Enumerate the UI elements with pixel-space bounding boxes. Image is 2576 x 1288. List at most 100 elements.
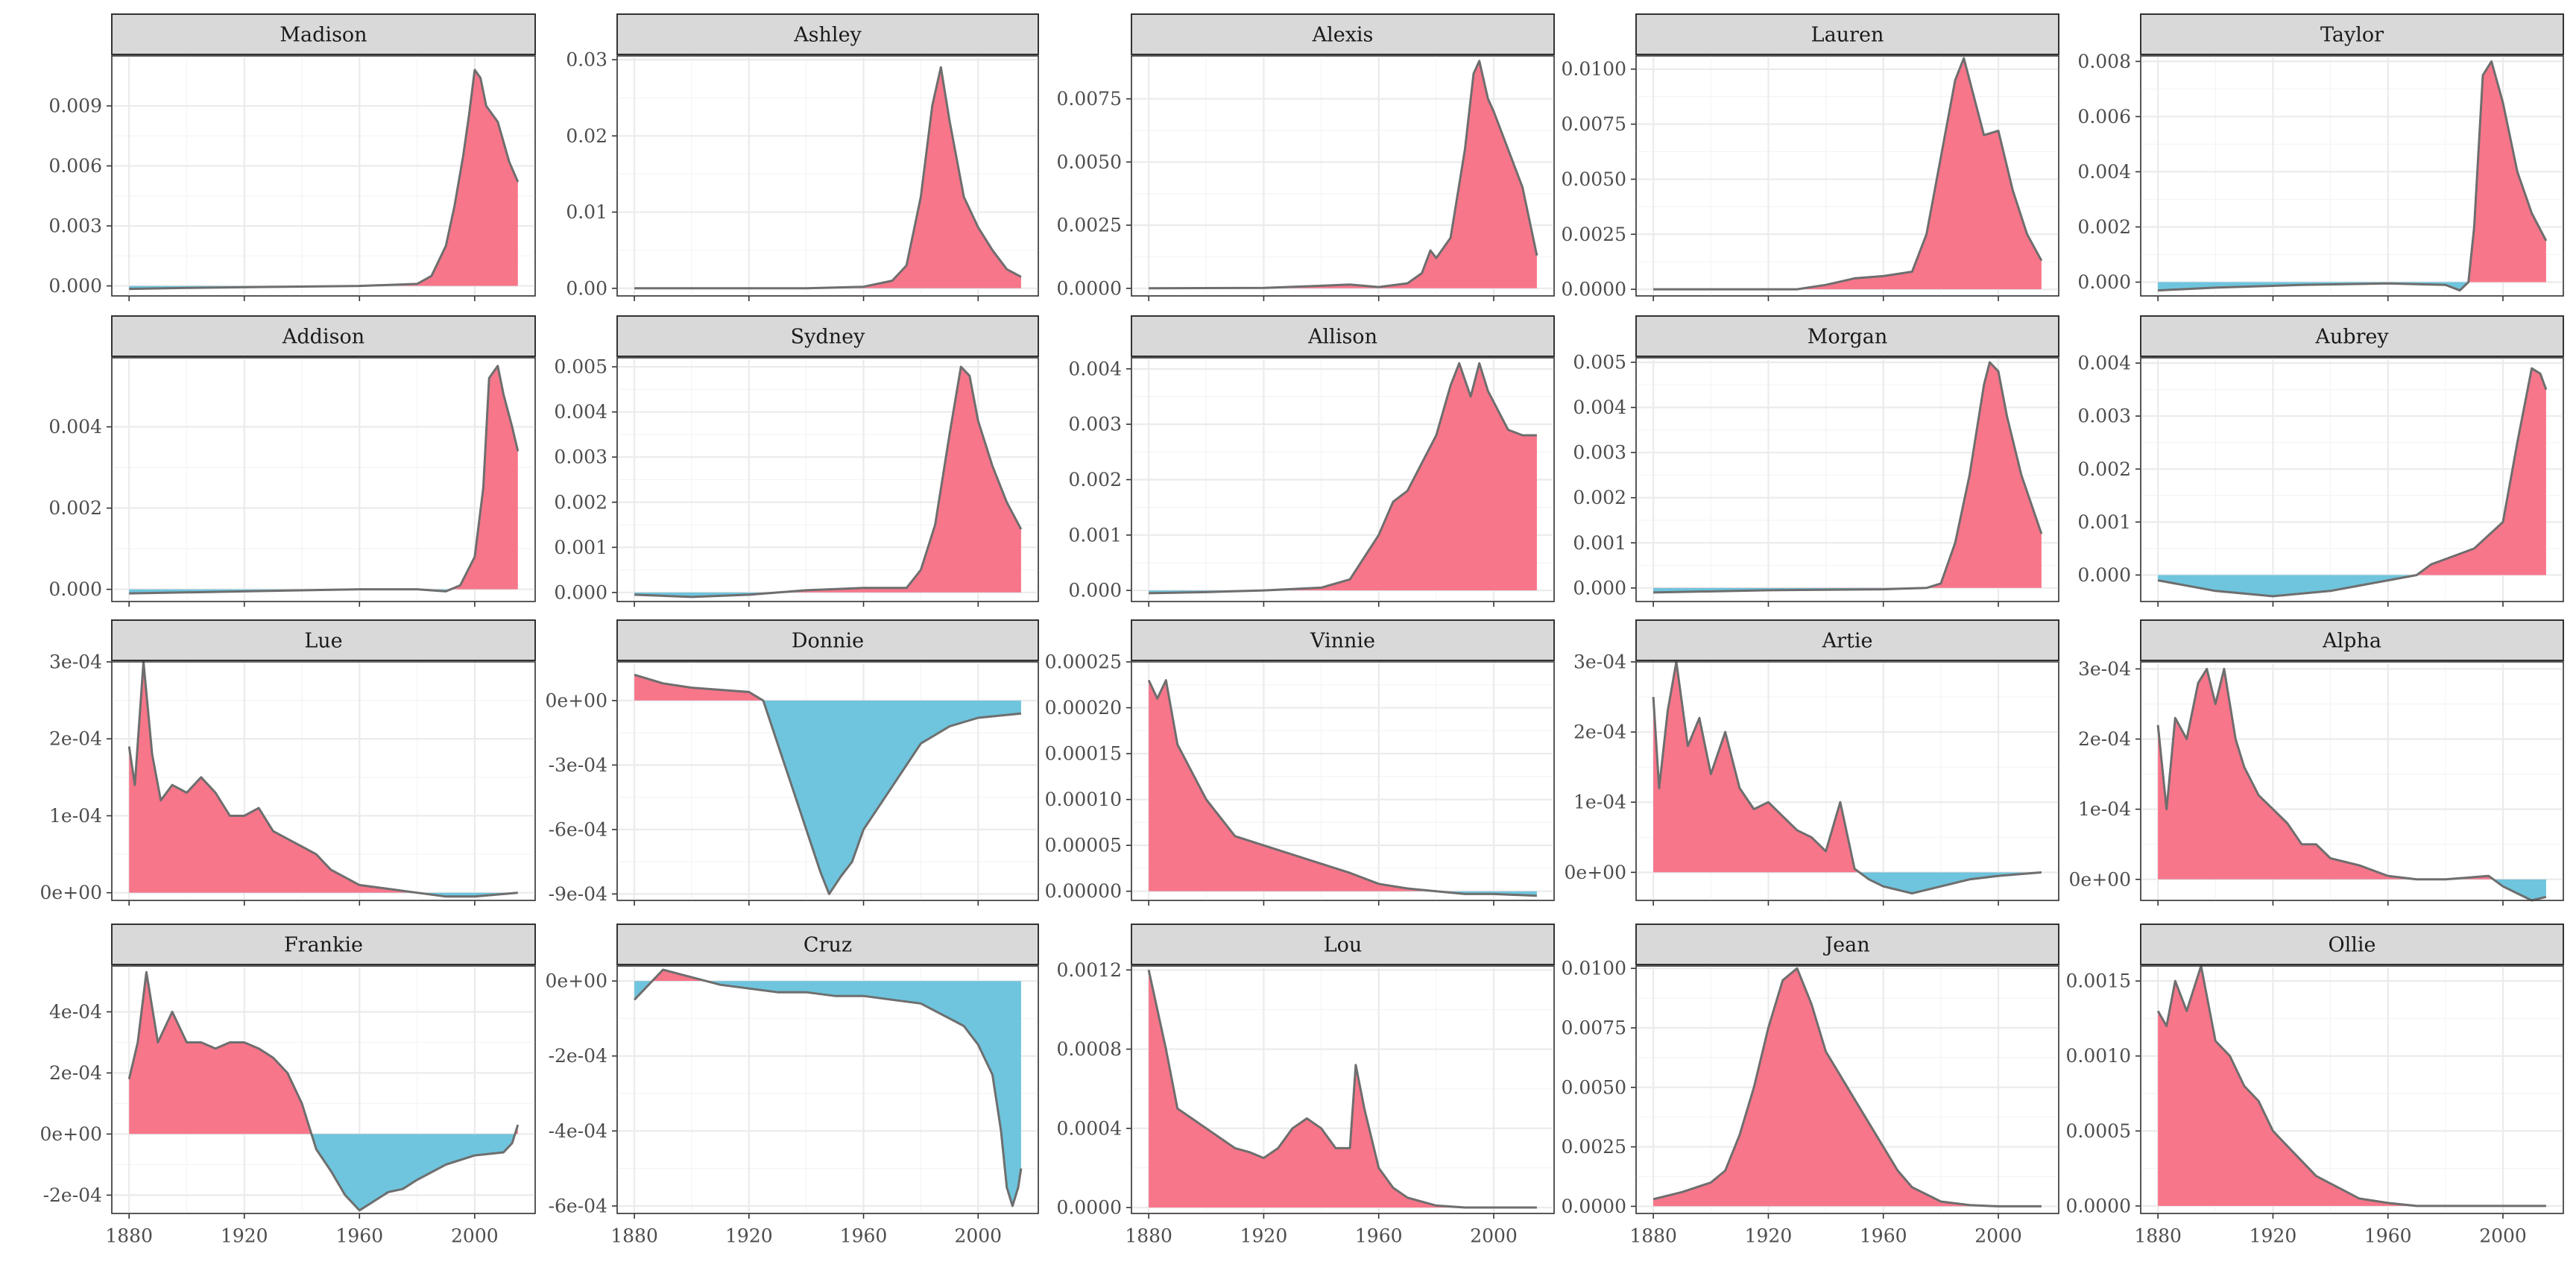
- facet-label: Madison: [280, 24, 367, 47]
- y-tick-label: 0.003: [2077, 405, 2131, 427]
- panel-lue: 0e+00 1e-04 2e-04 3e-04 Lue: [40, 619, 536, 906]
- y-tick-label: 0.0000: [1057, 277, 1122, 299]
- y-tick-label: 0.003: [554, 446, 607, 468]
- area-positive: [634, 675, 763, 701]
- y-tick-label: 2e-04: [49, 1062, 102, 1084]
- y-tick-label: 0.00020: [1045, 697, 1122, 719]
- y-tick-label: 3e-04: [49, 651, 102, 673]
- facet-label: Lou: [1324, 934, 1363, 957]
- facet-label: Cruz: [804, 934, 852, 957]
- y-tick-label: 0.001: [1068, 524, 1122, 546]
- y-tick-label: -2e-04: [43, 1184, 102, 1206]
- facet-strip: [111, 315, 536, 357]
- y-tick-label: 0.002: [554, 491, 607, 513]
- y-tick-label: 0.00005: [1045, 835, 1122, 856]
- panel-alpha: 0e+00 1e-04 2e-04 3e-04 Alpha: [2069, 619, 2564, 906]
- y-tick-label: 0.0050: [1562, 168, 1626, 190]
- y-tick-label: 0.009: [48, 95, 102, 117]
- facet-label: Sydney: [791, 326, 865, 349]
- y-tick-label: 0.0025: [1057, 215, 1122, 236]
- area-positive: [359, 69, 518, 286]
- x-tick-label: 1920: [725, 1225, 773, 1247]
- facet-label: Allison: [1307, 326, 1377, 349]
- y-tick-label: -9e-04: [549, 883, 607, 905]
- y-tick-label: 0.0012: [1057, 959, 1122, 981]
- y-tick-label: -2e-04: [549, 1045, 607, 1067]
- y-tick-label: 0.0100: [1562, 58, 1626, 80]
- series-line: [1652, 967, 2042, 1208]
- panel-allison: 0.000 0.001 0.002 0.003 0.004 Allison: [1068, 315, 1555, 607]
- panel-lou: 0.0000 0.0004 0.0008 0.0012 1880 1920 1960 2000…: [1057, 924, 1555, 1247]
- y-tick-label: 0.0015: [2066, 970, 2131, 992]
- x-tick-label: 1880: [105, 1225, 153, 1247]
- panel-border: [1131, 661, 1555, 901]
- panel-background: [111, 357, 536, 602]
- x-tick-label: 2000: [1974, 1225, 2022, 1247]
- y-tick-label: 0.005: [554, 356, 607, 378]
- panel-ashley: 0.00 0.01 0.02 0.03 Ashley: [566, 13, 1039, 301]
- y-tick-label: 0e+00: [1565, 862, 1626, 883]
- panel-border: [1635, 55, 2059, 297]
- facet-strip: [616, 619, 1039, 661]
- facet-strip: [2140, 13, 2564, 55]
- panel-jean: 0.0000 0.0025 0.0050 0.0075 0.0100 1880 1920 19…: [1562, 924, 2059, 1247]
- facet-strip: [616, 924, 1039, 965]
- panel-sydney: 0.000 0.001 0.002 0.003 0.004 0.005 Sydney: [554, 315, 1039, 607]
- area-negative: [129, 589, 451, 594]
- area-negative: [1149, 891, 1537, 896]
- area-positive: [1653, 58, 2042, 290]
- y-tick-label: 0.00: [566, 277, 607, 299]
- panel-taylor: 0.000 0.002 0.004 0.006 0.008 Taylor: [2077, 13, 2564, 301]
- x-tick-label: 1880: [1629, 1225, 1677, 1247]
- y-tick-label: 2e-04: [49, 728, 102, 750]
- series-line: [2156, 965, 2546, 1208]
- y-tick-label: 0.002: [1068, 469, 1122, 490]
- y-tick-label: 0.0000: [2066, 1195, 2131, 1216]
- y-tick-label: 0.002: [48, 497, 102, 519]
- area-negative: [311, 1134, 515, 1210]
- y-tick-label: 1e-04: [49, 805, 102, 827]
- y-tick-label: 4e-04: [49, 1001, 102, 1023]
- x-tick-label: 1880: [2134, 1225, 2182, 1247]
- y-tick-label: 1e-04: [2078, 798, 2131, 820]
- y-tick-label: 0.004: [48, 416, 102, 438]
- facet-strip: [616, 315, 1039, 357]
- y-tick-label: 0.0075: [1057, 88, 1122, 110]
- panel-border: [2140, 55, 2564, 297]
- panel-ollie: 0.0000 0.0005 0.0010 0.0015 1880 1920 1960 2000…: [2066, 924, 2564, 1247]
- panel-border: [1635, 965, 2059, 1214]
- y-tick-label: 0.000: [1573, 577, 1626, 599]
- area-positive: [129, 662, 417, 893]
- y-tick-label: 0.006: [48, 155, 102, 177]
- facet-label: Alpha: [2322, 630, 2381, 653]
- y-tick-label: 0.004: [2077, 353, 2131, 374]
- y-tick-label: 0.0010: [2066, 1045, 2131, 1067]
- y-tick-label: 0.002: [2077, 216, 2131, 238]
- area-positive: [1149, 60, 1537, 288]
- panel-morgan: 0.000 0.001 0.002 0.003 0.004 0.005 Morgan: [1573, 315, 2059, 607]
- facet-label: Lue: [304, 630, 342, 653]
- y-tick-label: 0.0050: [1057, 151, 1122, 173]
- facet-label: Ashley: [793, 24, 862, 47]
- facet-label: Vinnie: [1310, 630, 1375, 653]
- panel-artie: 0e+00 1e-04 2e-04 3e-04 Artie: [1565, 619, 2059, 906]
- series-line: [129, 69, 520, 291]
- x-tick-label: 1960: [840, 1225, 888, 1247]
- facet-strip: [111, 619, 536, 661]
- y-tick-label: -6e-04: [549, 1195, 607, 1216]
- facet-strip: [111, 13, 536, 55]
- x-tick-label: 1920: [1240, 1225, 1288, 1247]
- area-positive: [2416, 368, 2546, 575]
- y-tick-label: 3e-04: [2078, 658, 2131, 680]
- y-tick-label: 0e+00: [40, 1123, 102, 1145]
- y-tick-label: 0.008: [2077, 51, 2131, 72]
- panel-border: [1131, 55, 1555, 297]
- panel-border: [111, 357, 536, 602]
- series-line: [1653, 361, 2043, 594]
- y-tick-label: 0.0005: [2066, 1120, 2131, 1142]
- y-tick-label: 0.002: [2077, 458, 2131, 480]
- y-tick-label: 0.02: [566, 125, 607, 147]
- y-tick-label: 0.0100: [1562, 958, 1626, 979]
- x-tick-label: 1960: [1355, 1225, 1403, 1247]
- area-positive: [806, 67, 1021, 288]
